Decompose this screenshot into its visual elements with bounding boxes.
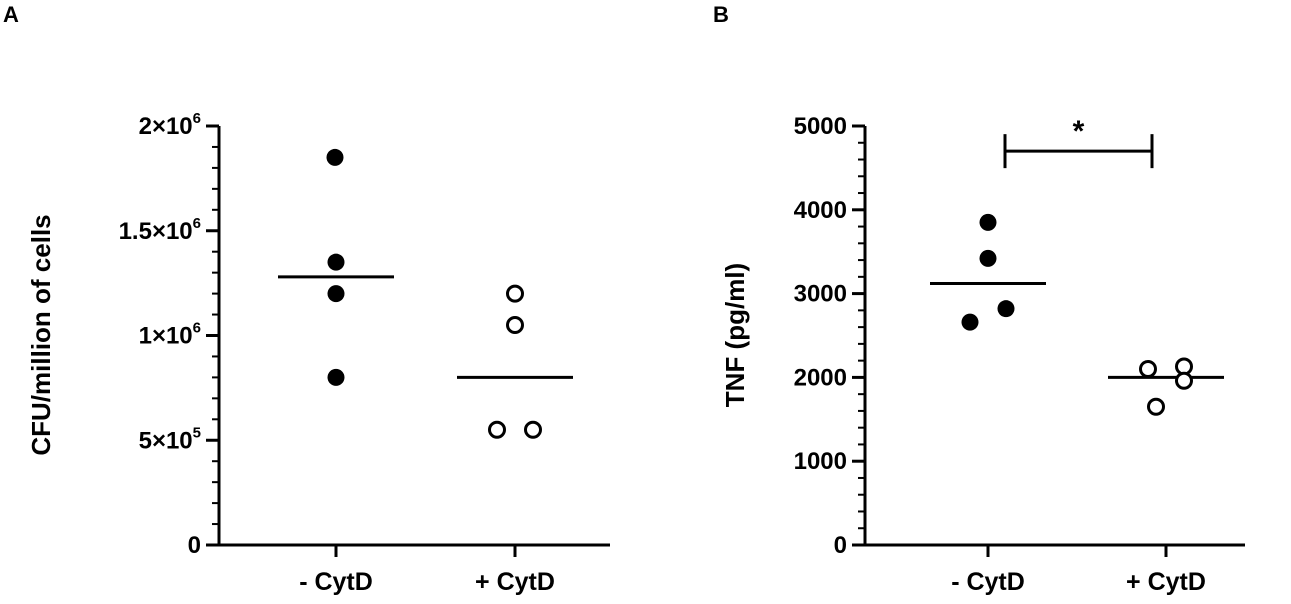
panel-b-y-axis-title: TNF (pg/ml) (720, 263, 750, 407)
panel-b-x-tick-label: + CytD (1126, 568, 1206, 596)
panel-a-point-open (506, 316, 524, 335)
panel-a-y-axis-title: CFU/million of cells (26, 214, 56, 455)
panel-b-x-tick-label: - CytD (951, 568, 1025, 596)
panel-b-point-filled (997, 300, 1015, 318)
panel-b-significance-label: * (1073, 115, 1085, 148)
panel-b-y-tick-label: 2000 (794, 364, 847, 391)
panel-a-x-tick-label: - CytD (299, 568, 373, 596)
panel-b-chart: 0 1000 2000 3000 4000 5000 - CytD + CytD * (794, 113, 1245, 596)
panel-b-point-filled (979, 249, 997, 267)
panel-a-y-tick-label: 1×106 (139, 320, 201, 350)
panel-a-y-tick-label: 1.5×106 (119, 215, 201, 245)
panel-b-point-open (1139, 360, 1157, 379)
panel-b-y-tick-label: 3000 (794, 281, 847, 308)
panel-a-point-filled (326, 148, 344, 166)
panel-b-y-tick-label: 0 (834, 532, 847, 559)
panel-letter-a: A (3, 2, 19, 27)
panel-b-point-open (1147, 397, 1165, 416)
panel-a-point-filled (327, 285, 345, 303)
panel-a-chart: 0 5×105 1×106 1.5×106 2×106 - CytD + CytD (119, 110, 610, 596)
panel-a-point-open (488, 420, 506, 439)
panel-letter-b: B (713, 2, 729, 27)
panel-b-y-tick-label: 5000 (794, 113, 847, 140)
panel-b-y-tick-label: 4000 (794, 197, 847, 224)
panel-a-point-open (524, 420, 542, 439)
panel-a-y-tick-label: 2×106 (139, 110, 201, 140)
panel-a-y-tick-label: 5×105 (139, 424, 201, 454)
panel-b-point-open (1175, 371, 1193, 390)
panel-b-point-filled (961, 313, 979, 331)
panel-a-y-tick-label: 0 (188, 532, 201, 559)
panel-a-point-filled (327, 368, 345, 386)
panel-a-x-tick-label: + CytD (475, 568, 555, 596)
panel-b-point-filled (979, 213, 997, 231)
panel-b-y-tick-label: 1000 (794, 448, 847, 475)
panel-a-point-filled (327, 253, 345, 271)
panel-a-point-open (506, 284, 524, 303)
